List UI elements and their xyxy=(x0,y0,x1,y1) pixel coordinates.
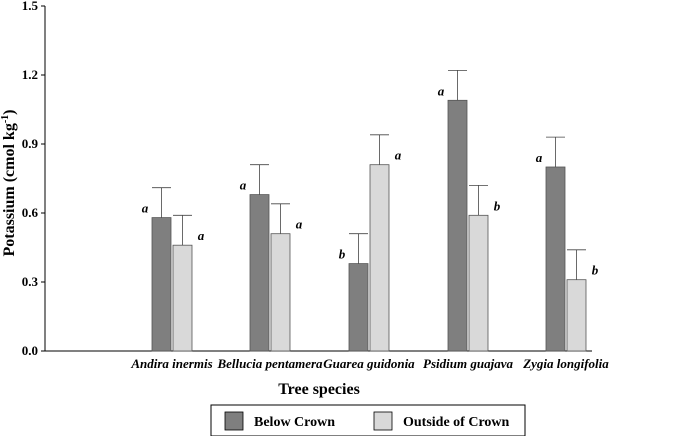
y-tick-label: 1.2 xyxy=(22,67,38,82)
bars: a a a a b a a b a b xyxy=(142,70,599,352)
significance-letter: a xyxy=(536,150,543,165)
bar-below-crown xyxy=(151,217,172,352)
bar-outside-crown xyxy=(270,233,291,352)
significance-letter: a xyxy=(395,148,402,163)
y-tick-label: 1.5 xyxy=(22,0,39,13)
bar-outside-crown xyxy=(369,164,390,352)
significance-letter: a xyxy=(198,228,205,243)
legend-label-outside-crown: Outside of Crown xyxy=(403,415,510,430)
significance-letter: a xyxy=(438,83,445,98)
y-ticks: 0.0 0.3 0.6 0.9 1.2 1.5 xyxy=(22,0,45,358)
x-tick-label: Andira inermis xyxy=(130,356,212,371)
y-axis-title-superscript: -1 xyxy=(0,115,11,123)
x-axis-title: Tree species xyxy=(278,381,360,398)
legend: Below Crown Outside of Crown xyxy=(210,404,526,436)
significance-letter: b xyxy=(339,247,346,262)
legend-swatch-outside-crown xyxy=(373,411,393,431)
bar-below-crown xyxy=(249,194,270,352)
legend-swatch-below-crown xyxy=(224,411,244,431)
x-tick-label: Psidium guajava xyxy=(423,356,513,371)
bar-below-crown xyxy=(348,263,369,352)
axes xyxy=(44,6,592,352)
significance-letter: b xyxy=(494,198,501,213)
x-tick-labels: Andira inermis Bellucia pentamera Guarea g… xyxy=(130,356,609,371)
significance-letter: a xyxy=(296,217,303,232)
x-tick-label: Zygia longifolia xyxy=(522,356,609,371)
y-tick-label: 0.6 xyxy=(22,205,39,220)
x-tick-label: Bellucia pentamera xyxy=(216,356,323,371)
y-tick-label: 0.0 xyxy=(22,343,38,358)
significance-letter: a xyxy=(240,178,247,193)
bar-outside-crown xyxy=(468,214,489,352)
significance-letter: b xyxy=(592,263,599,278)
y-axis-title-close: ) xyxy=(1,110,18,115)
y-axis-title-main: Potassium (cmol kg xyxy=(1,123,18,256)
y-axis-title: Potassium (cmol kg-1) xyxy=(0,110,18,257)
bar-below-crown xyxy=(447,99,468,352)
y-tick-label: 0.3 xyxy=(22,274,39,289)
legend-label-below-crown: Below Crown xyxy=(254,415,335,430)
y-tick-label: 0.9 xyxy=(22,136,39,151)
x-tick-label: Guarea guidonia xyxy=(323,356,415,371)
bar-outside-crown xyxy=(566,279,587,352)
bar-outside-crown xyxy=(172,244,193,352)
bar-below-crown xyxy=(545,166,566,352)
significance-letter: a xyxy=(142,201,149,216)
legend-box xyxy=(210,404,526,436)
